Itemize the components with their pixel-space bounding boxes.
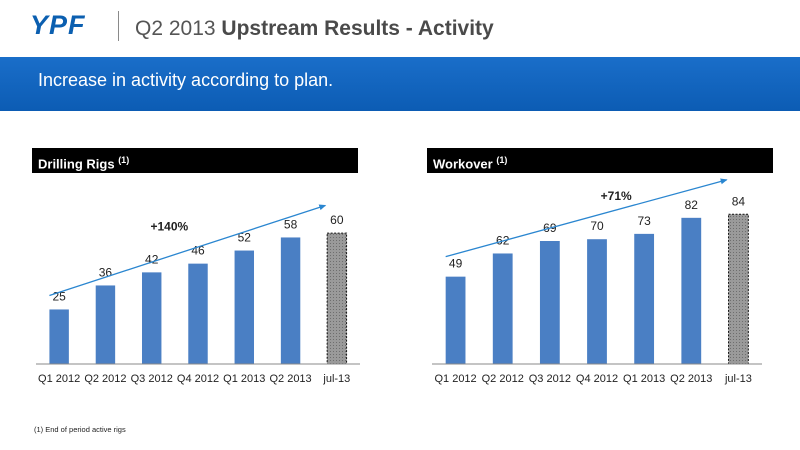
drilling-rigs-category-label-3: Q4 2012: [177, 373, 219, 385]
drilling-rigs-category-label-6: jul-13: [322, 373, 350, 385]
page-title: Q2 2013 Upstream Results - Activity: [135, 17, 494, 41]
drilling-rigs-growth-annotation: +140%: [151, 219, 189, 233]
title-bold: Upstream Results - Activity: [221, 17, 494, 40]
workover-bar-6: [728, 213, 749, 365]
workover-category-label-1: Q2 2012: [482, 373, 524, 385]
workover-bar-5: [681, 217, 702, 364]
drilling-rigs-value-label-6: 60: [330, 213, 344, 227]
workover-bar-1: [492, 253, 513, 364]
drilling-rigs-note-ref: (1): [118, 155, 130, 165]
workover-value-label-4: 73: [637, 214, 651, 228]
drilling-rigs-trend-arrow: [49, 204, 327, 297]
workover-bar-4: [634, 233, 655, 364]
workover-bar-0: [445, 276, 466, 364]
footnote: (1) End of period active rigs: [34, 425, 126, 434]
workover-category-label-3: Q4 2012: [576, 373, 618, 385]
drilling-rigs-category-label-4: Q1 2013: [223, 373, 265, 385]
workover-bar-2: [539, 241, 560, 364]
workover-category-label-4: Q1 2013: [623, 373, 665, 385]
workover-trend-arrow: [445, 178, 728, 258]
workover-category-label-5: Q2 2013: [670, 373, 712, 385]
drilling-rigs-category-label-2: Q3 2012: [131, 373, 173, 385]
workover-value-label-3: 70: [590, 219, 604, 233]
workover-value-label-0: 49: [449, 257, 463, 271]
workover-title: Workover: [433, 156, 493, 172]
drilling-rigs-bar-3: [188, 263, 208, 364]
drilling-rigs-category-label-0: Q1 2012: [38, 373, 80, 385]
drilling-rigs-title: Drilling Rigs: [38, 156, 115, 172]
drilling-rigs-bar-5: [280, 237, 301, 364]
title-prefix: Q2 2013: [135, 17, 222, 40]
workover-category-label-6: jul-13: [724, 373, 752, 385]
drilling-rigs-header: Drilling Rigs (1): [32, 148, 358, 173]
drilling-rigs-value-label-3: 46: [191, 244, 205, 258]
workover-category-label-0: Q1 2012: [434, 373, 476, 385]
subtitle-banner: Increase in activity according to plan.: [0, 57, 800, 111]
banner-text: Increase in activity according to plan.: [38, 70, 334, 90]
drilling-rigs-bar-4: [234, 250, 255, 364]
drilling-rigs-category-label-1: Q2 2012: [84, 373, 126, 385]
workover-category-label-2: Q3 2012: [529, 373, 571, 385]
drilling-rigs-category-label-5: Q2 2013: [269, 373, 311, 385]
workover-value-label-6: 84: [732, 194, 746, 208]
workover-note-ref: (1): [496, 155, 508, 165]
ypf-logo: YPF: [30, 10, 86, 40]
workover-growth-annotation: +71%: [601, 189, 632, 203]
drilling-rigs-value-label-5: 58: [284, 217, 298, 231]
drilling-rigs-bar-2: [141, 272, 162, 364]
drilling-rigs-bar-0: [49, 309, 69, 364]
workover-value-label-5: 82: [685, 198, 699, 212]
drilling-rigs-bar-1: [95, 285, 116, 364]
workover-header: Workover (1): [427, 148, 773, 173]
workover-bar-3: [587, 239, 607, 364]
drilling-rigs-value-label-4: 52: [238, 231, 252, 245]
header-separator: [118, 11, 119, 41]
drilling-rigs-bar-6: [326, 232, 348, 365]
